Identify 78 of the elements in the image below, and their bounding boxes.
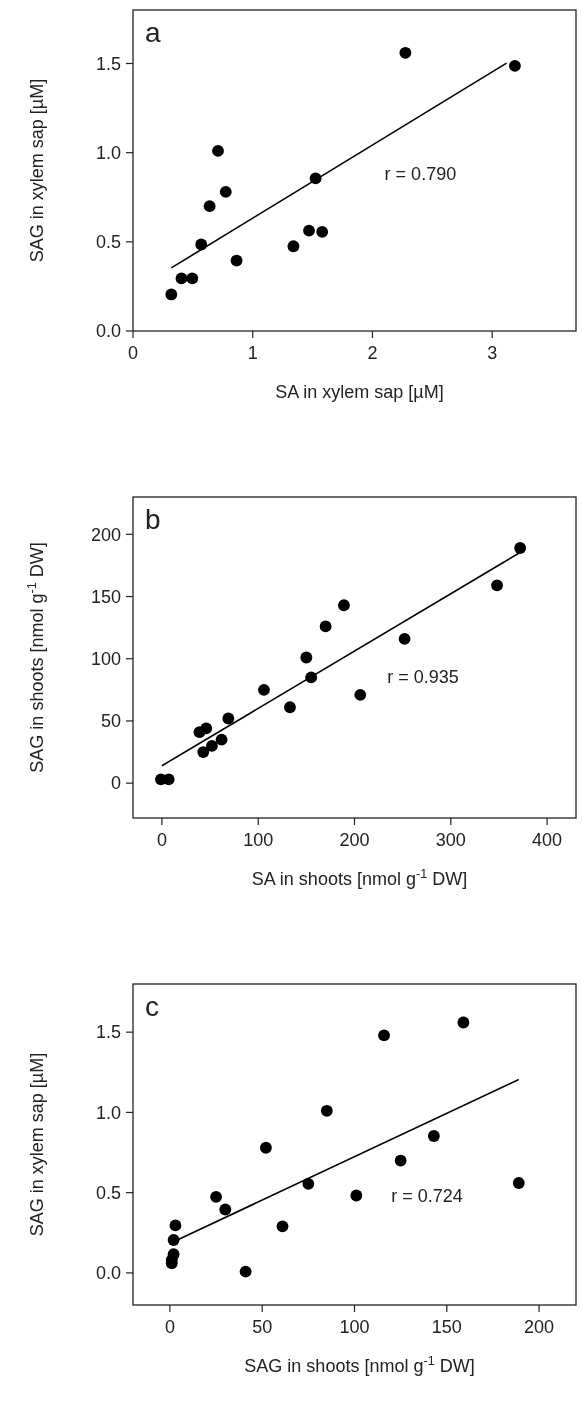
- y-axis-title: SAG in xylem sap [µM]: [27, 1052, 48, 1237]
- point: [239, 1265, 252, 1278]
- y-tick-label: 50: [100, 711, 121, 732]
- y-tick-label: 0.0: [95, 1263, 121, 1284]
- point: [378, 1029, 390, 1042]
- annotation: r = 0.935: [387, 667, 459, 688]
- point: [219, 1203, 232, 1216]
- y-axis-title: SAG in xylem sap [µM]: [27, 78, 48, 263]
- x-tick-label: 0: [156, 830, 167, 850]
- x-tick-label: 3: [487, 343, 498, 363]
- point: [259, 1141, 272, 1154]
- x-tick-label: 150: [431, 1317, 462, 1337]
- point: [398, 632, 411, 645]
- point: [350, 1189, 363, 1202]
- point: [399, 46, 412, 59]
- point: [300, 651, 313, 664]
- y-tick-label: 0.5: [95, 232, 121, 253]
- y-tick-label: 1.0: [95, 1102, 121, 1123]
- point: [167, 1234, 180, 1246]
- x-tick-label: 300: [435, 830, 466, 850]
- point: [509, 59, 521, 72]
- annotation: r = 0.790: [384, 164, 457, 185]
- chart-title: a: [145, 17, 161, 48]
- y-tick-label: 1.0: [95, 142, 121, 163]
- point: [258, 683, 270, 696]
- x-tick-label: 0: [127, 343, 139, 363]
- point: [276, 1220, 289, 1233]
- point: [514, 542, 527, 554]
- y-tick-label: 0: [110, 773, 121, 794]
- point: [222, 712, 235, 725]
- point: [165, 288, 178, 301]
- y-tick-label: 1.5: [95, 53, 121, 74]
- point: [230, 254, 243, 267]
- x-axis-title: SAG in shoots [nmol g$^{-1}$ DW]: [244, 1354, 475, 1376]
- point: [215, 733, 228, 746]
- y-tick-label: 0.0: [95, 321, 121, 342]
- point: [316, 225, 329, 238]
- point: [394, 1154, 407, 1167]
- y-tick-label: 200: [90, 524, 121, 545]
- point: [203, 200, 216, 213]
- point: [337, 599, 350, 612]
- point: [169, 1219, 182, 1232]
- x-axis-title: SA in shoots [nmol g$^{-1}$ DW]: [251, 867, 468, 889]
- point: [303, 224, 315, 237]
- chart-title: c: [145, 991, 159, 1022]
- y-tick-label: 1.5: [95, 1022, 121, 1043]
- annotation: r = 0.724: [391, 1186, 463, 1207]
- point: [457, 1016, 470, 1029]
- point: [206, 739, 218, 752]
- point: [491, 579, 503, 592]
- point: [175, 272, 188, 285]
- point: [427, 1130, 440, 1142]
- x-tick-label: 200: [524, 1317, 555, 1337]
- x-axis-title: SA in xylem sap [µM]: [275, 382, 444, 402]
- x-tick-label: 400: [532, 830, 563, 850]
- point: [186, 272, 199, 285]
- point: [219, 185, 232, 198]
- x-tick-label: 200: [339, 830, 370, 850]
- x-tick-label: 100: [243, 830, 274, 850]
- point: [354, 688, 367, 701]
- point: [319, 620, 332, 633]
- point: [512, 1177, 525, 1189]
- point: [210, 1190, 222, 1203]
- point: [212, 144, 224, 157]
- x-tick-label: 100: [339, 1317, 370, 1337]
- x-tick-label: 2: [367, 343, 378, 363]
- chart-title: b: [145, 504, 161, 535]
- y-tick-label: 0.5: [95, 1182, 121, 1203]
- x-tick-label: 0: [164, 1317, 175, 1337]
- point: [287, 240, 300, 253]
- point: [197, 746, 210, 758]
- y-tick-label: 150: [90, 586, 121, 607]
- point: [320, 1104, 333, 1117]
- y-tick-label: 100: [90, 649, 121, 670]
- x-tick-label: 1: [247, 343, 258, 363]
- point: [200, 722, 213, 735]
- x-tick-label: 50: [252, 1317, 273, 1337]
- point: [284, 701, 296, 714]
